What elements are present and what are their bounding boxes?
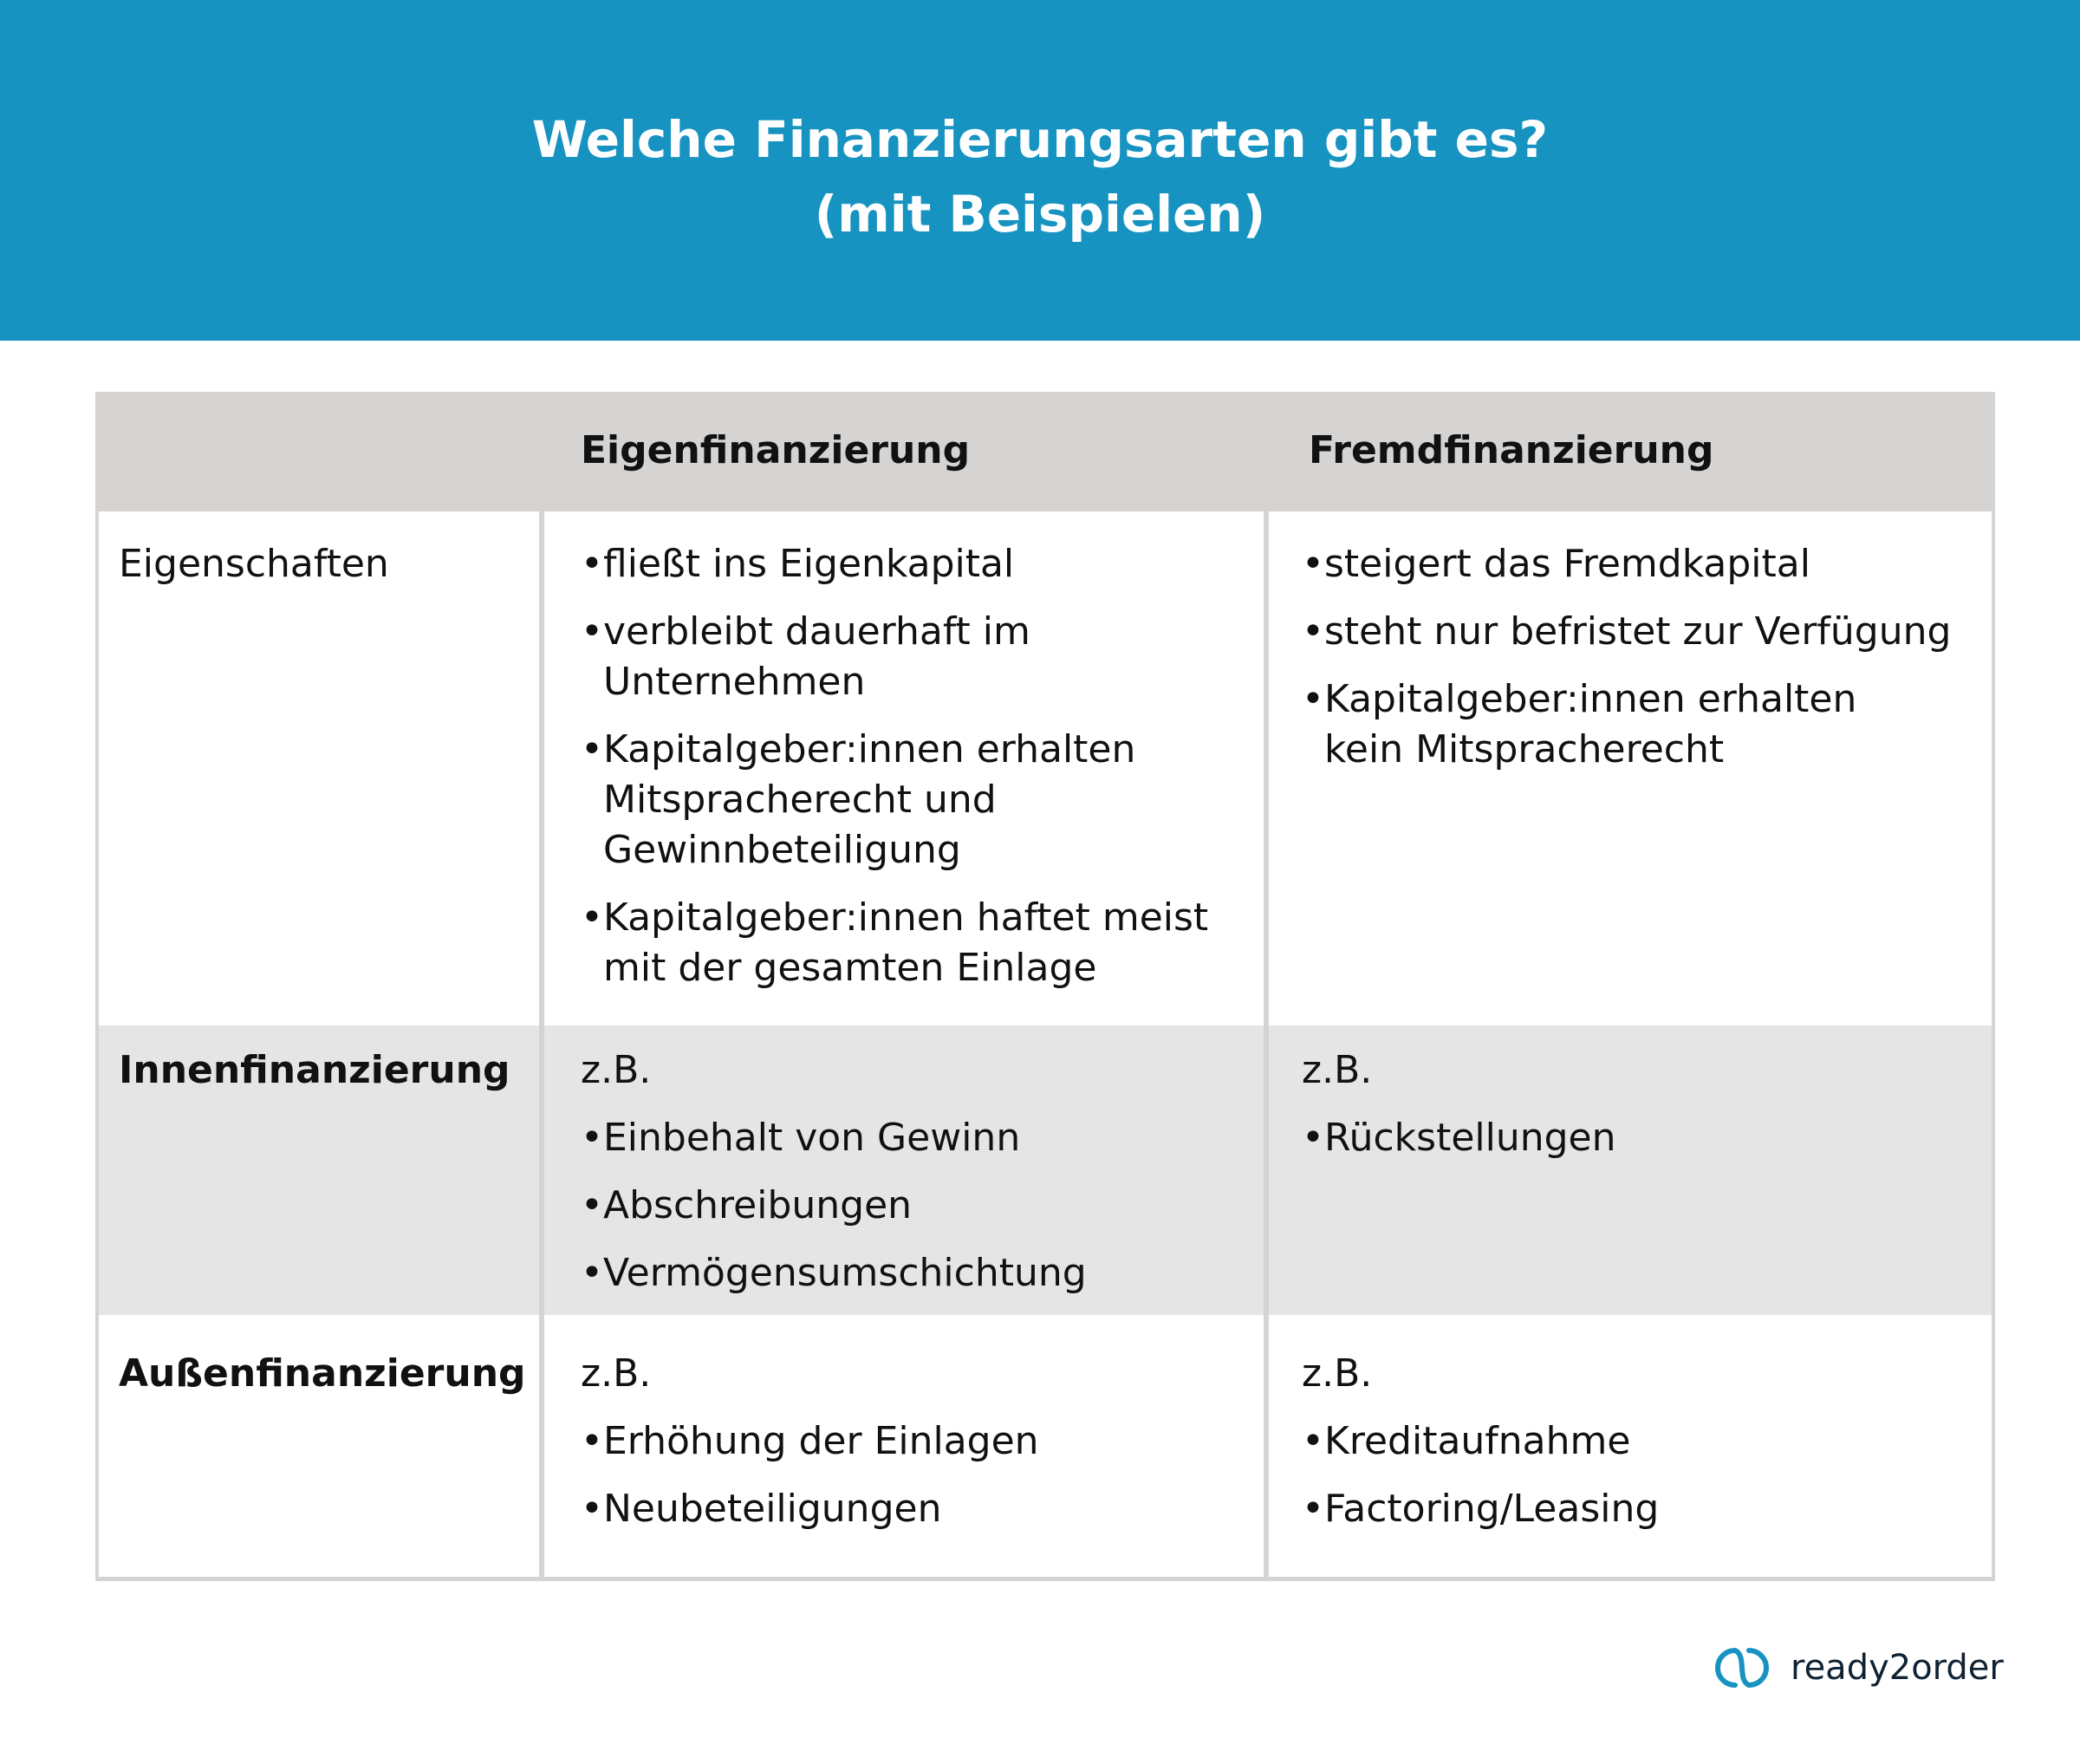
list-item: Rückstellungen <box>1302 1113 1616 1163</box>
row-label-aussenfinanzierung: Außenfinanzierung <box>119 1351 526 1396</box>
page-title-line2: (mit Beispielen) <box>814 185 1266 244</box>
list-item: Erhöhung der Einlagen <box>581 1416 1039 1467</box>
list-item: verbleibt dauerhaft im Unternehmen <box>581 607 1257 707</box>
header-banner: Welche Finanzierungsarten gibt es? (mit … <box>0 0 2080 341</box>
list-item: Kreditaufnahme <box>1302 1416 1659 1467</box>
page-title-line1: Welche Finanzierungsarten gibt es? <box>531 110 1549 169</box>
list-item: Einbehalt von Gewinn <box>581 1113 1087 1163</box>
example-prefix: z.B. <box>581 1351 652 1396</box>
fremd-aussen-cell: z.B. Kreditaufnahme Factoring/Leasing <box>1302 1349 1659 1552</box>
example-prefix: z.B. <box>581 1048 652 1092</box>
comparison-table: Eigenfinanzierung Fremdfinanzierung Eige… <box>95 392 1995 1581</box>
fremd-eigenschaften-list: steigert das Fremdkapital steht nur befr… <box>1302 539 1986 792</box>
eigen-eigenschaften-list: fließt ins Eigenkapital verbleibt dauerh… <box>581 539 1257 1011</box>
example-prefix: z.B. <box>1302 1048 1373 1092</box>
list-item: Kapitalgeber:innen erhalten Mitsprachere… <box>581 725 1257 875</box>
list-item: Vermögensumschichtung <box>581 1248 1087 1299</box>
list-item: Factoring/Leasing <box>1302 1484 1659 1534</box>
list-item: Abschreibungen <box>581 1181 1087 1231</box>
eigen-aussen-cell: z.B. Erhöhung der Einlagen Neubeteiligun… <box>581 1349 1039 1552</box>
fremd-innen-cell: z.B. Rückstellungen <box>1302 1045 1616 1181</box>
row-label-innenfinanzierung: Innenfinanzierung <box>119 1048 510 1092</box>
list-item: steht nur befristet zur Verfügung <box>1302 607 1986 657</box>
column-header-fremd: Fremdfinanzierung <box>1309 428 1714 472</box>
list-item: steigert das Fremdkapital <box>1302 539 1986 589</box>
logo-text: ready2order <box>1791 1648 2004 1688</box>
row-label-eigenschaften: Eigenschaften <box>119 542 389 586</box>
list-item: fließt ins Eigenkapital <box>581 539 1257 589</box>
column-header-eigen: Eigenfinanzierung <box>581 428 971 472</box>
example-prefix: z.B. <box>1302 1351 1373 1396</box>
list-item: Kapitalgeber:innen erhalten kein Mitspra… <box>1302 674 1891 775</box>
eigen-innen-cell: z.B. Einbehalt von Gewinn Abschreibungen… <box>581 1045 1087 1316</box>
logo-rings-icon <box>1715 1648 1769 1688</box>
ready2order-logo: ready2order <box>1709 1644 2004 1692</box>
table-header-row: Eigenfinanzierung Fremdfinanzierung <box>95 392 1995 511</box>
list-item: Neubeteiligungen <box>581 1484 1039 1534</box>
list-item: Kapitalgeber:innen haftet meist mit der … <box>581 893 1257 993</box>
